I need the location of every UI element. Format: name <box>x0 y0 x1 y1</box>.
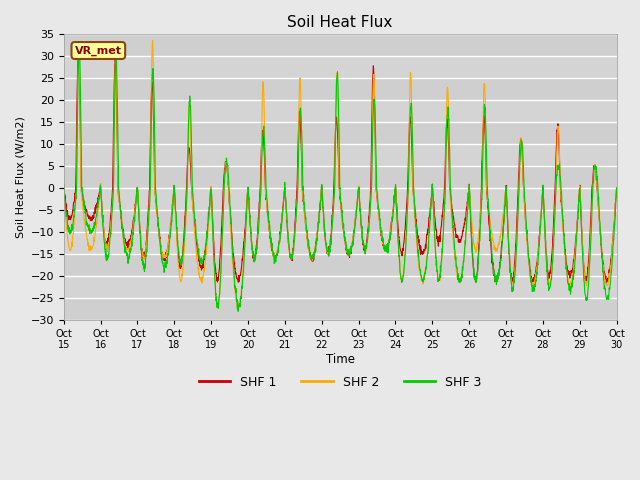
Bar <box>64 254 616 276</box>
SHF 2 <box>214 305 222 311</box>
Bar <box>64 298 616 320</box>
SHF 1 <box>602 280 610 286</box>
SHF 2 <box>580 260 588 265</box>
Text: VR_met: VR_met <box>75 46 122 56</box>
SHF 3 <box>76 42 83 48</box>
Bar <box>64 78 616 100</box>
X-axis label: Time: Time <box>326 353 355 366</box>
Line: SHF 1: SHF 1 <box>64 50 616 283</box>
Bar <box>64 166 616 188</box>
SHF 1 <box>369 89 376 95</box>
Line: SHF 2: SHF 2 <box>64 40 616 309</box>
SHF 2 <box>234 306 242 312</box>
SHF 2 <box>612 185 620 191</box>
Title: Soil Heat Flux: Soil Heat Flux <box>287 15 393 30</box>
SHF 3 <box>580 271 588 276</box>
SHF 3 <box>612 185 620 191</box>
SHF 1 <box>74 47 82 53</box>
SHF 2 <box>564 276 572 282</box>
Line: SHF 3: SHF 3 <box>64 45 616 312</box>
Legend: SHF 1, SHF 2, SHF 3: SHF 1, SHF 2, SHF 3 <box>194 371 486 394</box>
SHF 1 <box>612 185 620 191</box>
SHF 1 <box>356 207 364 213</box>
SHF 1 <box>60 182 68 188</box>
SHF 2 <box>369 109 376 115</box>
SHF 1 <box>564 267 572 273</box>
SHF 1 <box>579 256 587 262</box>
SHF 2 <box>60 185 68 191</box>
SHF 2 <box>501 190 509 196</box>
SHF 3 <box>564 281 572 287</box>
SHF 1 <box>214 276 222 282</box>
SHF 3 <box>234 309 242 314</box>
SHF 2 <box>356 212 364 217</box>
SHF 1 <box>501 203 509 209</box>
SHF 3 <box>369 135 376 141</box>
SHF 2 <box>148 37 156 43</box>
Y-axis label: Soil Heat Flux (W/m2): Soil Heat Flux (W/m2) <box>15 116 25 238</box>
SHF 3 <box>501 195 509 201</box>
Bar <box>64 210 616 232</box>
Bar <box>64 34 616 56</box>
Bar <box>64 122 616 144</box>
SHF 3 <box>60 181 68 187</box>
SHF 3 <box>356 211 364 216</box>
SHF 3 <box>214 301 222 307</box>
